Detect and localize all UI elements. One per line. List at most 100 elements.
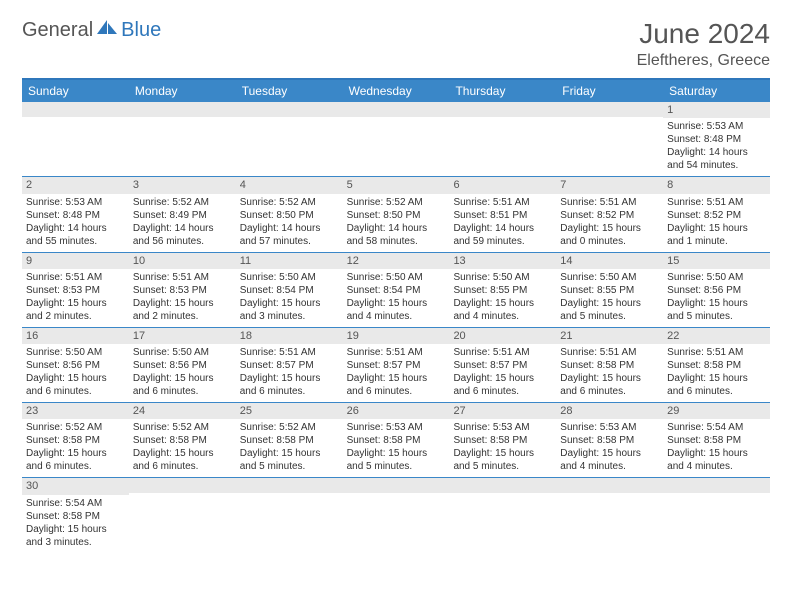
day-content: Sunrise: 5:53 AMSunset: 8:48 PMDaylight:… [663,118,770,176]
day-dl2: and 59 minutes. [453,235,552,248]
day-dl2: and 55 minutes. [26,235,125,248]
day-content: Sunrise: 5:54 AMSunset: 8:58 PMDaylight:… [663,419,770,477]
day-dl2: and 5 minutes. [560,310,659,323]
day-dl2: and 3 minutes. [26,536,125,549]
day-sunrise: Sunrise: 5:51 AM [667,346,766,359]
day-cell: 6Sunrise: 5:51 AMSunset: 8:51 PMDaylight… [449,177,556,251]
day-dl1: Daylight: 15 hours [26,447,125,460]
day-cell: 28Sunrise: 5:53 AMSunset: 8:58 PMDayligh… [556,403,663,477]
day-sunset: Sunset: 8:57 PM [240,359,339,372]
day-dl2: and 6 minutes. [240,385,339,398]
day-sunset: Sunset: 8:48 PM [26,209,125,222]
day-dl2: and 6 minutes. [133,385,232,398]
day-dl2: and 56 minutes. [133,235,232,248]
week-row: 16Sunrise: 5:50 AMSunset: 8:56 PMDayligh… [22,328,770,403]
day-sunrise: Sunrise: 5:50 AM [26,346,125,359]
day-dl2: and 0 minutes. [560,235,659,248]
day-content: Sunrise: 5:50 AMSunset: 8:56 PMDaylight:… [22,344,129,402]
day-sunset: Sunset: 8:48 PM [667,133,766,146]
day-number [556,478,663,493]
day-dl1: Daylight: 14 hours [667,146,766,159]
day-dl1: Daylight: 15 hours [560,222,659,235]
day-dl2: and 6 minutes. [347,385,446,398]
day-cell: 16Sunrise: 5:50 AMSunset: 8:56 PMDayligh… [22,328,129,402]
day-header: Thursday [449,80,556,102]
day-cell: 13Sunrise: 5:50 AMSunset: 8:55 PMDayligh… [449,253,556,327]
day-dl1: Daylight: 14 hours [347,222,446,235]
day-number: 22 [663,328,770,344]
day-number [129,478,236,493]
week-row: 2Sunrise: 5:53 AMSunset: 8:48 PMDaylight… [22,177,770,252]
day-dl1: Daylight: 15 hours [453,297,552,310]
day-content: Sunrise: 5:50 AMSunset: 8:54 PMDaylight:… [343,269,450,327]
day-sunset: Sunset: 8:58 PM [560,434,659,447]
day-number: 4 [236,177,343,193]
day-sunrise: Sunrise: 5:51 AM [133,271,232,284]
day-cell: 3Sunrise: 5:52 AMSunset: 8:49 PMDaylight… [129,177,236,251]
day-dl2: and 5 minutes. [667,310,766,323]
day-number: 27 [449,403,556,419]
day-sunset: Sunset: 8:58 PM [26,434,125,447]
day-sunset: Sunset: 8:54 PM [240,284,339,297]
day-sunrise: Sunrise: 5:50 AM [667,271,766,284]
day-sunset: Sunset: 8:55 PM [560,284,659,297]
day-cell: 29Sunrise: 5:54 AMSunset: 8:58 PMDayligh… [663,403,770,477]
day-sunrise: Sunrise: 5:52 AM [133,421,232,434]
day-dl1: Daylight: 15 hours [26,372,125,385]
calendar: SundayMondayTuesdayWednesdayThursdayFrid… [22,78,770,553]
day-number: 28 [556,403,663,419]
day-cell: 14Sunrise: 5:50 AMSunset: 8:55 PMDayligh… [556,253,663,327]
day-sunrise: Sunrise: 5:52 AM [133,196,232,209]
day-cell: 24Sunrise: 5:52 AMSunset: 8:58 PMDayligh… [129,403,236,477]
day-header: Saturday [663,80,770,102]
day-number: 10 [129,253,236,269]
day-dl1: Daylight: 14 hours [133,222,232,235]
day-sunrise: Sunrise: 5:51 AM [453,196,552,209]
week-row: 9Sunrise: 5:51 AMSunset: 8:53 PMDaylight… [22,253,770,328]
day-cell: 10Sunrise: 5:51 AMSunset: 8:53 PMDayligh… [129,253,236,327]
day-content: Sunrise: 5:51 AMSunset: 8:51 PMDaylight:… [449,194,556,252]
day-header: Sunday [22,80,129,102]
day-sunset: Sunset: 8:57 PM [347,359,446,372]
day-content: Sunrise: 5:51 AMSunset: 8:52 PMDaylight:… [556,194,663,252]
day-sunrise: Sunrise: 5:54 AM [667,421,766,434]
day-cell: 26Sunrise: 5:53 AMSunset: 8:58 PMDayligh… [343,403,450,477]
day-sunrise: Sunrise: 5:52 AM [26,421,125,434]
day-cell: 1Sunrise: 5:53 AMSunset: 8:48 PMDaylight… [663,102,770,176]
day-sunset: Sunset: 8:56 PM [667,284,766,297]
day-sunset: Sunset: 8:52 PM [560,209,659,222]
day-number [663,478,770,493]
day-dl2: and 2 minutes. [26,310,125,323]
logo-text-blue: Blue [121,19,161,42]
day-number: 21 [556,328,663,344]
day-dl1: Daylight: 15 hours [667,222,766,235]
day-dl2: and 2 minutes. [133,310,232,323]
day-number: 17 [129,328,236,344]
day-dl2: and 58 minutes. [347,235,446,248]
day-dl1: Daylight: 15 hours [240,447,339,460]
day-content: Sunrise: 5:51 AMSunset: 8:58 PMDaylight:… [556,344,663,402]
day-cell [449,478,556,552]
day-dl2: and 54 minutes. [667,159,766,172]
day-dl2: and 5 minutes. [453,460,552,473]
day-dl1: Daylight: 15 hours [560,447,659,460]
day-dl1: Daylight: 14 hours [453,222,552,235]
day-header: Monday [129,80,236,102]
day-dl2: and 6 minutes. [667,385,766,398]
day-sunset: Sunset: 8:53 PM [133,284,232,297]
day-dl2: and 4 minutes. [667,460,766,473]
day-content: Sunrise: 5:53 AMSunset: 8:58 PMDaylight:… [449,419,556,477]
month-title: June 2024 [637,18,770,50]
day-sunrise: Sunrise: 5:52 AM [240,421,339,434]
day-sunset: Sunset: 8:50 PM [347,209,446,222]
day-number [449,478,556,493]
week-row: 30Sunrise: 5:54 AMSunset: 8:58 PMDayligh… [22,478,770,552]
day-sunset: Sunset: 8:50 PM [240,209,339,222]
day-cell: 12Sunrise: 5:50 AMSunset: 8:54 PMDayligh… [343,253,450,327]
day-cell: 17Sunrise: 5:50 AMSunset: 8:56 PMDayligh… [129,328,236,402]
day-cell [556,102,663,176]
day-content: Sunrise: 5:52 AMSunset: 8:50 PMDaylight:… [236,194,343,252]
day-dl1: Daylight: 15 hours [26,523,125,536]
day-header-row: SundayMondayTuesdayWednesdayThursdayFrid… [22,80,770,102]
day-number: 2 [22,177,129,193]
